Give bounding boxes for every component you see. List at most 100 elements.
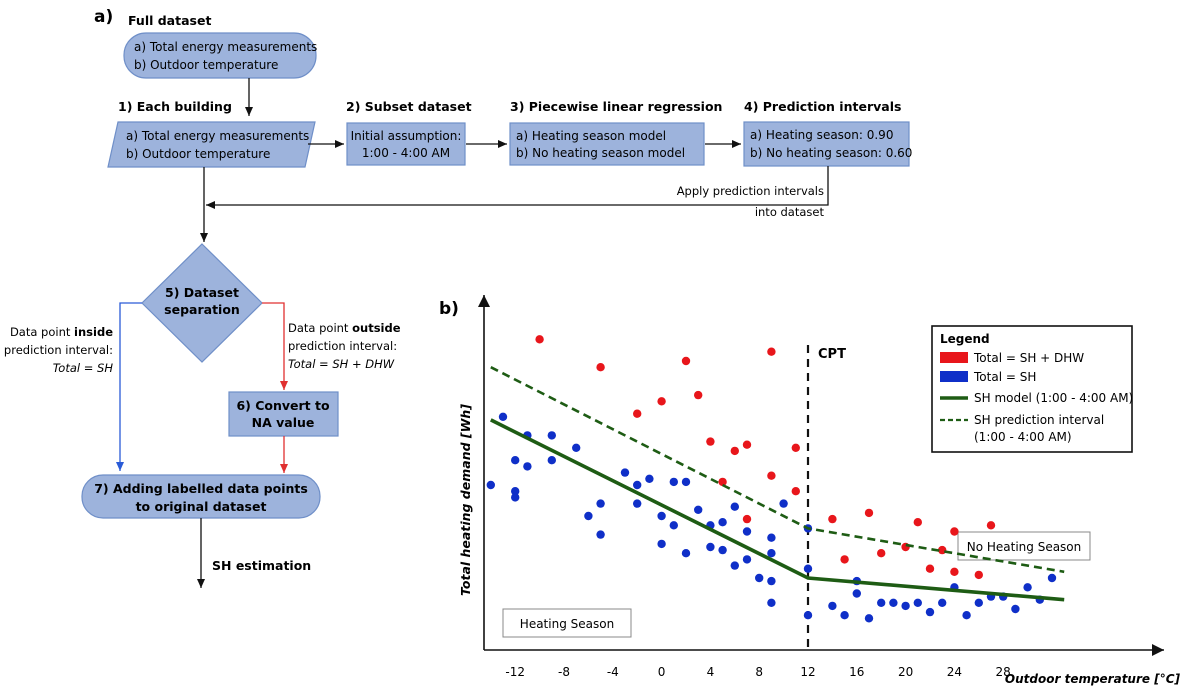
point-sh [1023,583,1032,592]
inside-line-1: Data point inside [10,325,113,339]
point-sh [572,443,581,452]
legend-item-2: Total = SH [973,370,1036,384]
step4-box [743,121,910,167]
step1-line-1: a) Total energy measurements [126,129,309,143]
step3-title: 3) Piecewise linear regression [510,99,722,114]
step1-box [107,121,316,168]
point-sh [681,477,691,487]
sh-prediction-interval-line [490,366,1065,574]
arrow-apply-back [206,166,829,209]
step3-line-1: a) Heating season model [516,129,666,143]
point-sh [889,598,898,607]
point-sh [730,561,739,570]
point-sh-dhw [913,518,922,527]
apply-note-line-1: Apply prediction intervals [677,184,824,198]
step5-line-1: 5) Dataset [165,285,239,300]
full-dataset-line-1: a) Total energy measurements [134,40,317,54]
point-sh [596,530,605,539]
y-axis-label: Total heating demand [Wh] [458,404,473,596]
point-sh-dhw [730,446,739,456]
point-sh [669,477,678,487]
point-sh [511,493,520,502]
point-sh-dhw [791,443,800,452]
x-tick-label: 4 [707,665,715,679]
legend-title: Legend [940,332,990,346]
point-sh-dhw [828,514,837,524]
sh-model-line [489,418,1065,602]
point-sh [486,480,495,490]
point-sh [767,598,776,607]
full-dataset-line-2: b) Outdoor temperature [134,58,278,72]
point-sh-dhw [791,487,800,496]
point-sh [742,555,752,564]
point-sh [657,539,666,549]
point-sh [877,598,886,607]
point-sh [730,502,739,511]
step4-title: 4) Prediction intervals [744,99,901,114]
inside-line-3: Total = SH [53,361,114,375]
point-sh [852,589,861,598]
legend-item-1: Total = SH + DHW [973,351,1084,365]
point-sh [828,601,837,611]
x-axis-label: Outdoor temperature [°C] [1005,672,1181,686]
step1-title: 1) Each building [118,99,232,114]
step4-line-2: b) No heating season: 0.60 [750,146,912,160]
point-sh-dhw [950,567,959,576]
heating-season-label: Heating Season [520,617,614,631]
point-sh [864,614,874,623]
step6-line-2: NA value [252,415,315,430]
point-sh [694,505,703,514]
scatter-points [486,335,1057,623]
point-sh-dhw [681,356,691,366]
model-lines [489,366,1065,602]
outside-line-1: Data point outside [288,321,401,335]
no-heating-season-label: No Heating Season [967,540,1082,554]
step5-diamond [141,243,263,363]
step4-line-1: a) Heating season: 0.90 [750,128,893,142]
point-sh-dhw [706,437,715,446]
x-tick-labels: -12 -8 -4 0 4 8 12 16 20 24 28 [505,665,1010,679]
point-sh-dhw [840,555,849,564]
panel-a-label: a) [94,7,113,27]
point-sh [681,549,691,558]
point-sh [584,511,593,521]
full-dataset-box [123,32,317,79]
arrow-inside-branch [116,302,142,471]
point-sh-dhw [694,390,703,400]
step2-line-1: Initial assumption: [351,129,462,143]
x-tick-label: 12 [800,665,815,679]
point-sh-dhw [974,570,983,580]
point-sh [523,462,532,471]
point-sh-dhw [742,514,752,524]
point-sh [511,456,520,465]
point-sh-dhw [535,335,544,344]
point-sh [498,412,508,421]
point-sh [645,474,654,483]
x-tick-label: 28 [996,665,1011,679]
point-sh [767,533,776,542]
point-sh [962,611,971,620]
point-sh [840,611,849,620]
x-tick-label: 20 [898,665,913,679]
point-sh [938,598,947,607]
point-sh [803,564,813,573]
point-sh-dhw [596,363,605,372]
point-sh [620,468,630,477]
point-sh [742,527,752,536]
arrow-outside-branch [262,302,288,390]
point-sh [511,487,520,496]
point-sh [925,607,935,617]
x-tick-label: 0 [658,665,666,679]
legend: Legend Total = SH + DHW Total = SH SH mo… [931,325,1133,453]
point-sh [974,598,983,607]
point-sh-dhw [925,564,935,573]
point-sh [718,518,727,527]
inside-line-2: prediction interval: [4,343,113,357]
step2-title: 2) Subset dataset [346,99,472,114]
point-sh [596,499,605,508]
step7-line-2: to original dataset [136,499,267,514]
step3-box [509,122,705,166]
point-sh-dhw [742,440,752,449]
legend-item-4-line-2: (1:00 - 4:00 AM) [974,430,1072,444]
